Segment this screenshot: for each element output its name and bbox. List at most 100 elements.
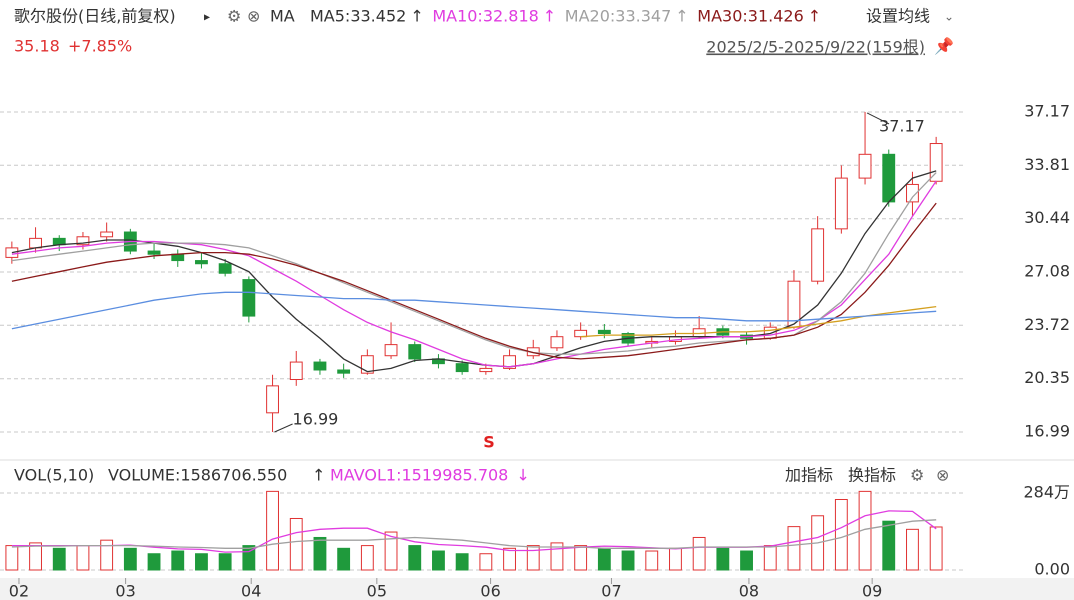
candle-body: [266, 385, 279, 414]
add-indicator[interactable]: 加指标: [785, 466, 833, 485]
ma-legend: MA30:31.426: [697, 7, 803, 26]
candle-body: [834, 177, 848, 230]
ma-trend: ↑: [675, 7, 688, 26]
x-tick-label: 06: [480, 582, 500, 600]
ma-trend: ↑: [410, 7, 423, 26]
mavol-legend: MAVOL1:1519985.708: [330, 466, 508, 485]
candle-body: [76, 236, 90, 246]
volume-bar: [29, 542, 42, 571]
volume-bar: [834, 499, 848, 571]
vol-title: VOL(5,10): [14, 466, 94, 485]
volume-bar: [669, 547, 682, 571]
volume-bar: [882, 520, 896, 571]
volume-bar: [5, 545, 19, 571]
candle-body: [597, 329, 611, 335]
ma-line: [11, 510, 937, 553]
volume-bar: [218, 553, 232, 571]
ma-settings[interactable]: 设置均线: [866, 7, 930, 26]
ma-legend: MA20:33.347: [565, 7, 671, 26]
stock-title: 歌尔股份(日线,前复权): [14, 7, 176, 26]
ma-line: [11, 519, 937, 549]
candle-body: [811, 228, 825, 282]
change-percent: +7.85%: [68, 37, 132, 56]
high-annotation: 37.17: [879, 116, 925, 135]
swap-indicator[interactable]: 换指标: [848, 466, 896, 485]
volume-bar: [550, 542, 564, 571]
candle-body: [195, 260, 208, 265]
x-tick-label: 05: [367, 582, 387, 600]
candle-body: [503, 355, 516, 369]
volume-bar: [621, 550, 635, 571]
candle-body: [384, 344, 398, 357]
ma-legend: MA5:33.452: [310, 7, 406, 26]
candle-body: [147, 250, 161, 255]
volume-bar: [76, 545, 90, 571]
volume-bar: [360, 545, 374, 571]
y-tick-label: 284万: [1023, 483, 1070, 502]
candle-body: [29, 237, 42, 249]
play-icon[interactable]: ▸: [204, 10, 210, 24]
y-tick-label: 0.00: [1034, 560, 1070, 579]
volume-bar: [171, 550, 185, 571]
volume-bar: [289, 517, 303, 571]
volume-bar: [906, 528, 919, 571]
candle-body: [882, 153, 896, 203]
x-tick-label: 07: [601, 582, 621, 600]
volume-bar: [645, 550, 659, 571]
volume-bar: [526, 545, 540, 571]
volume-bar: [597, 547, 611, 571]
close-icon[interactable]: ⊗: [936, 466, 949, 485]
volume-bar: [716, 547, 730, 571]
dropdown-icon[interactable]: ⌄: [944, 10, 954, 24]
volume-bar: [100, 539, 114, 571]
candle-body: [479, 367, 493, 373]
ma-line: [11, 202, 937, 360]
volume-bar: [503, 547, 516, 571]
volume-bar: [692, 536, 706, 571]
ma-label: MA: [270, 7, 295, 26]
gear-icon[interactable]: ⚙: [227, 7, 241, 26]
candle-body: [52, 237, 66, 246]
volume-bar: [313, 536, 327, 571]
close-icon[interactable]: ⊗: [247, 7, 260, 26]
x-tick-label: 08: [739, 582, 759, 600]
volume-bar: [195, 553, 208, 571]
y-tick-label: 20.35: [1024, 368, 1070, 387]
gear-icon[interactable]: ⚙: [910, 466, 924, 485]
signal-marker: S: [483, 433, 495, 452]
low-annotation: 16.99: [293, 410, 339, 429]
candle-body: [929, 143, 943, 182]
volume-bar: [147, 553, 161, 571]
volume-trend: ↑: [312, 466, 325, 485]
candle-body: [574, 329, 588, 338]
volume-bar: [242, 545, 256, 571]
volume-bar: [574, 545, 588, 571]
volume-bar: [337, 547, 351, 571]
y-tick-label: 33.81: [1024, 155, 1070, 174]
x-tick-label: 09: [862, 582, 882, 600]
candle-body: [218, 263, 232, 274]
time-axis-bar: [0, 578, 1074, 600]
candle-body: [242, 279, 256, 317]
volume-bar: [763, 545, 777, 571]
ma-line: [11, 291, 937, 330]
candle-body: [360, 355, 374, 374]
mavol-trend: ↓: [516, 466, 529, 485]
volume-bar: [432, 550, 445, 571]
pin-icon[interactable]: 📌: [934, 37, 954, 56]
ma-line: [580, 305, 937, 338]
volume-bar: [455, 553, 469, 571]
y-tick-label: 27.08: [1024, 261, 1070, 280]
volume-bar: [479, 553, 493, 571]
candle-body: [5, 247, 19, 258]
candle-body: [289, 361, 303, 381]
date-range[interactable]: 2025/2/5-2025/9/22(159根): [706, 38, 925, 57]
volume-bar: [266, 490, 279, 571]
ma-trend: ↑: [808, 7, 821, 26]
candle-body: [455, 363, 469, 373]
candle-body: [763, 326, 777, 339]
candle-body: [171, 253, 185, 262]
x-tick-label: 03: [115, 582, 135, 600]
volume-bar: [740, 550, 753, 571]
